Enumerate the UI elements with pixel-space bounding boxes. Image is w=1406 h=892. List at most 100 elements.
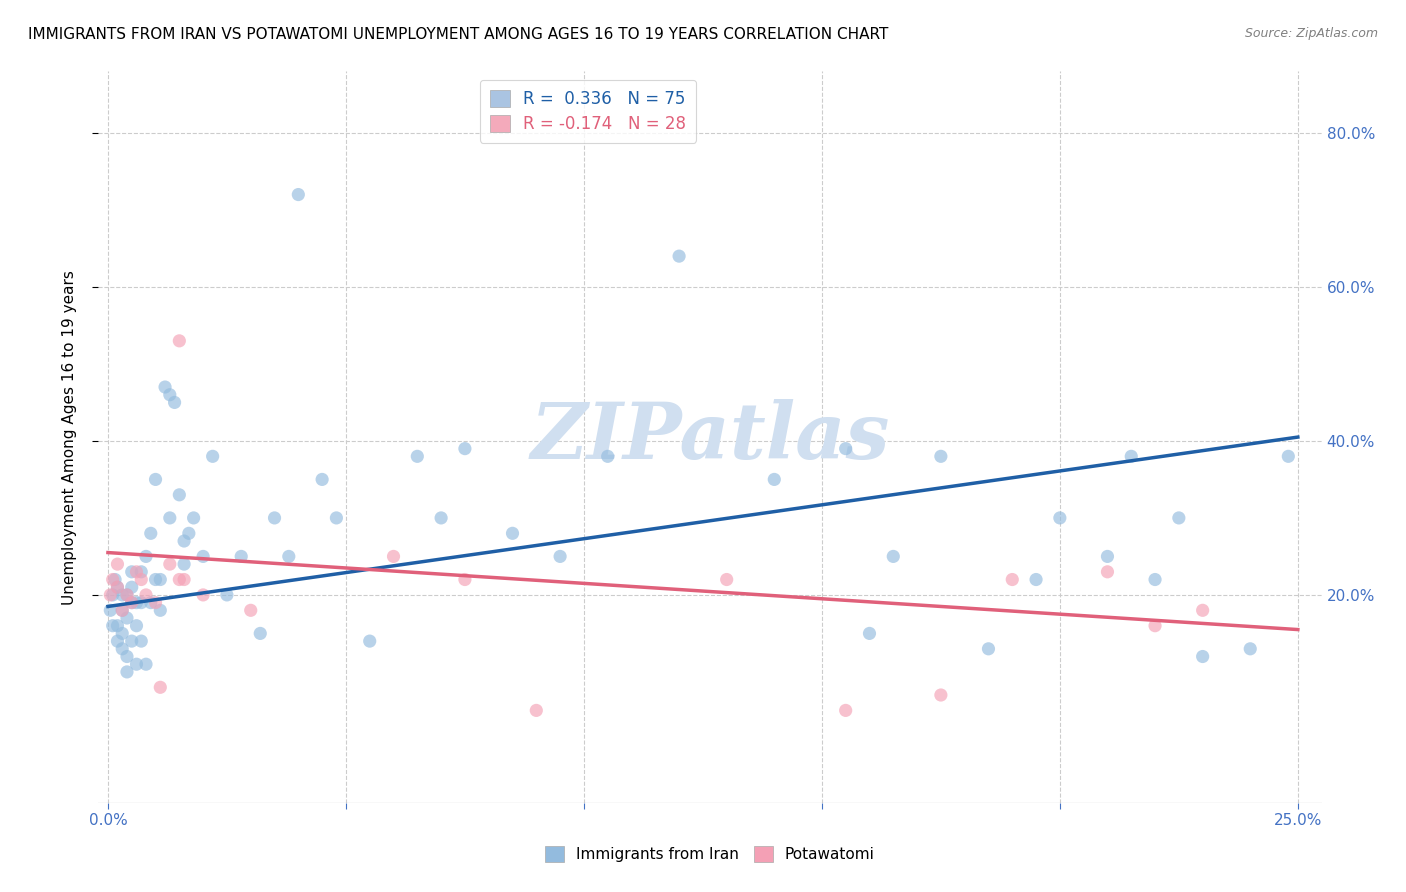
Point (145, 472, 167, 486)
Point (107, 634, 129, 648)
Point (129, 634, 152, 648)
Point (716, 573, 738, 587)
Point (153, 380, 176, 394)
Point (139, 526, 162, 541)
Point (115, 588, 138, 602)
Point (177, 526, 200, 541)
Point (524, 703, 547, 717)
Point (1277, 450, 1299, 464)
Point (101, 573, 124, 587)
Text: Source: ZipAtlas.com: Source: ZipAtlas.com (1244, 27, 1378, 40)
Point (111, 641, 134, 656)
Point (454, 442, 477, 456)
Point (145, 596, 167, 610)
Point (1097, 549, 1119, 564)
Point (111, 603, 134, 617)
Point (145, 573, 167, 587)
Point (129, 596, 152, 610)
Point (135, 588, 157, 602)
Point (149, 603, 172, 617)
Point (163, 395, 186, 409)
Point (191, 549, 214, 564)
Text: ZIPatlas: ZIPatlas (530, 399, 890, 475)
Point (104, 573, 127, 587)
Point (929, 450, 952, 464)
Point (249, 626, 271, 640)
Point (169, 334, 191, 348)
Point (125, 618, 148, 632)
Text: IMMIGRANTS FROM IRAN VS POTAWATOMI UNEMPLOYMENT AMONG AGES 16 TO 19 YEARS CORREL: IMMIGRANTS FROM IRAN VS POTAWATOMI UNEMP… (28, 27, 889, 42)
Point (173, 557, 195, 571)
Point (763, 472, 786, 486)
Point (1025, 573, 1047, 587)
Point (111, 626, 134, 640)
Point (115, 649, 138, 664)
Point (139, 596, 162, 610)
Point (1049, 511, 1071, 525)
Point (191, 588, 214, 602)
Point (277, 549, 299, 564)
Point (169, 573, 191, 587)
Point (1001, 573, 1024, 587)
Point (359, 634, 381, 648)
Point (149, 681, 172, 695)
Point (215, 588, 238, 602)
Point (107, 580, 129, 594)
Point (121, 596, 143, 610)
Point (183, 511, 205, 525)
Point (287, 187, 309, 202)
Point (263, 511, 285, 525)
Point (125, 596, 148, 610)
Point (101, 588, 124, 602)
Point (454, 573, 477, 587)
Point (311, 472, 333, 486)
Point (430, 511, 453, 525)
Point (1167, 511, 1189, 525)
Point (129, 565, 152, 579)
Point (1121, 450, 1143, 464)
Point (596, 450, 619, 464)
Point (107, 618, 129, 632)
Point (111, 588, 134, 602)
Y-axis label: Unemployment Among Ages 16 to 19 years: Unemployment Among Ages 16 to 19 years (62, 269, 77, 605)
Point (1144, 573, 1167, 587)
Point (668, 249, 690, 263)
Point (173, 573, 195, 587)
Point (121, 565, 143, 579)
Point (239, 603, 262, 617)
Point (159, 388, 181, 402)
Point (169, 488, 191, 502)
Point (125, 565, 148, 579)
Point (882, 549, 904, 564)
Point (149, 573, 172, 587)
Point (115, 611, 138, 625)
Point (231, 549, 253, 564)
Point (834, 703, 856, 717)
Point (548, 549, 571, 564)
Point (111, 603, 134, 617)
Point (201, 450, 224, 464)
Point (125, 657, 148, 672)
Point (406, 450, 429, 464)
Point (502, 526, 524, 541)
Point (1144, 618, 1167, 632)
Point (834, 442, 856, 456)
Point (115, 665, 138, 679)
Point (159, 511, 181, 525)
Point (1097, 565, 1119, 579)
Point (1239, 641, 1261, 656)
Point (977, 641, 1000, 656)
Point (121, 580, 143, 594)
Point (121, 596, 143, 610)
Legend: Immigrants from Iran, Potawatomi: Immigrants from Iran, Potawatomi (540, 840, 880, 868)
Point (173, 534, 195, 549)
Point (858, 626, 880, 640)
Point (98, 603, 121, 617)
Point (1191, 649, 1213, 664)
Point (1191, 603, 1213, 617)
Point (135, 549, 157, 564)
Point (929, 688, 952, 702)
Point (129, 573, 152, 587)
Point (159, 557, 181, 571)
Point (101, 618, 124, 632)
